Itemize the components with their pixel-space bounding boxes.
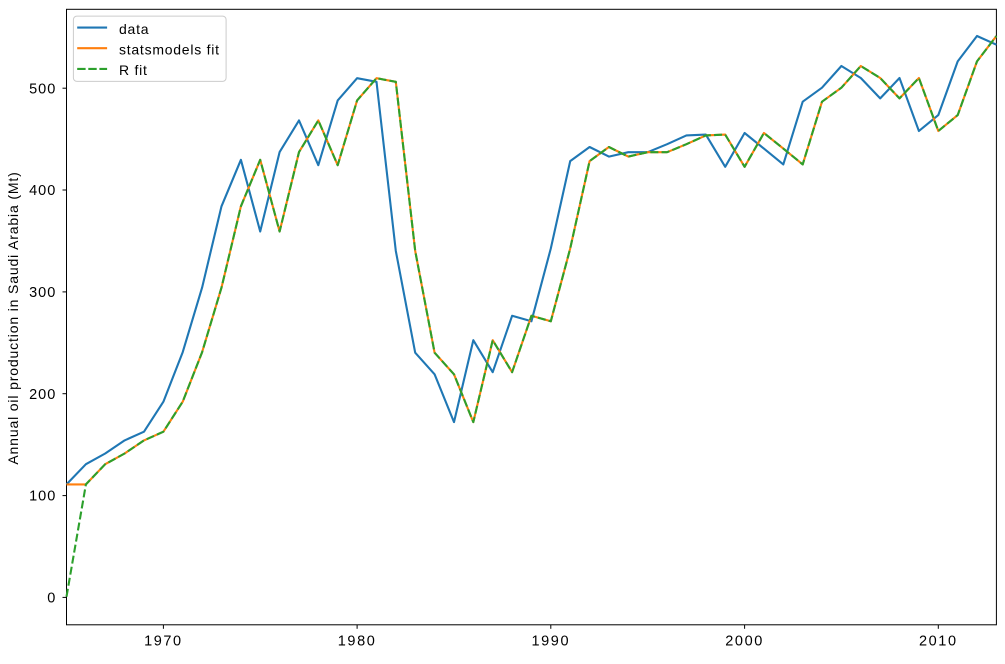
svg-text:2010: 2010 [919, 634, 958, 650]
svg-text:400: 400 [29, 183, 56, 199]
svg-text:statsmodels fit: statsmodels fit [119, 41, 220, 57]
svg-text:300: 300 [29, 285, 56, 301]
svg-text:500: 500 [29, 81, 56, 97]
svg-text:2000: 2000 [725, 634, 764, 650]
svg-text:200: 200 [29, 387, 56, 403]
svg-text:1990: 1990 [531, 634, 570, 650]
svg-text:0: 0 [47, 591, 56, 607]
svg-text:1970: 1970 [144, 634, 183, 650]
svg-text:Annual oil production in Saudi: Annual oil production in Saudi Arabia (M… [5, 171, 21, 464]
svg-text:1980: 1980 [338, 634, 377, 650]
svg-text:R fit: R fit [119, 62, 148, 78]
svg-text:100: 100 [29, 489, 56, 505]
svg-text:data: data [119, 21, 149, 37]
